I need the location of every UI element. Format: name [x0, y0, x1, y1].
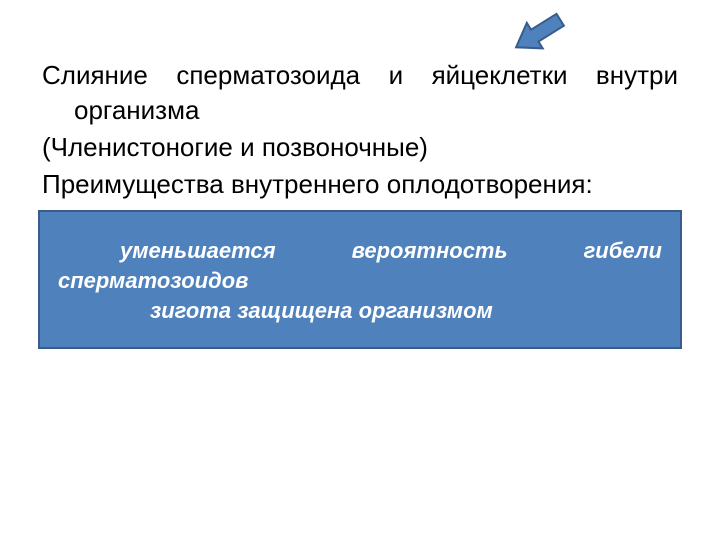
paragraph-advantages-heading: Преимущества внутреннего оплодотворения: — [42, 167, 678, 202]
arrow-left-icon — [508, 8, 570, 58]
callout-line-2: зигота защищена организмом — [58, 296, 662, 326]
callout-line-1: уменьшается вероятность гибели сперматоз… — [58, 236, 662, 295]
back-arrow[interactable] — [508, 8, 570, 63]
paragraph-examples: (Членистоногие и позвоночные) — [42, 130, 678, 165]
slide: Слияние сперматозоида и яйцеклетки внутр… — [0, 0, 720, 540]
callout-box: уменьшается вероятность гибели сперматоз… — [38, 210, 682, 349]
body-text-block: Слияние сперматозоида и яйцеклетки внутр… — [42, 58, 678, 202]
paragraph-definition: Слияние сперматозоида и яйцеклетки внутр… — [42, 58, 678, 128]
